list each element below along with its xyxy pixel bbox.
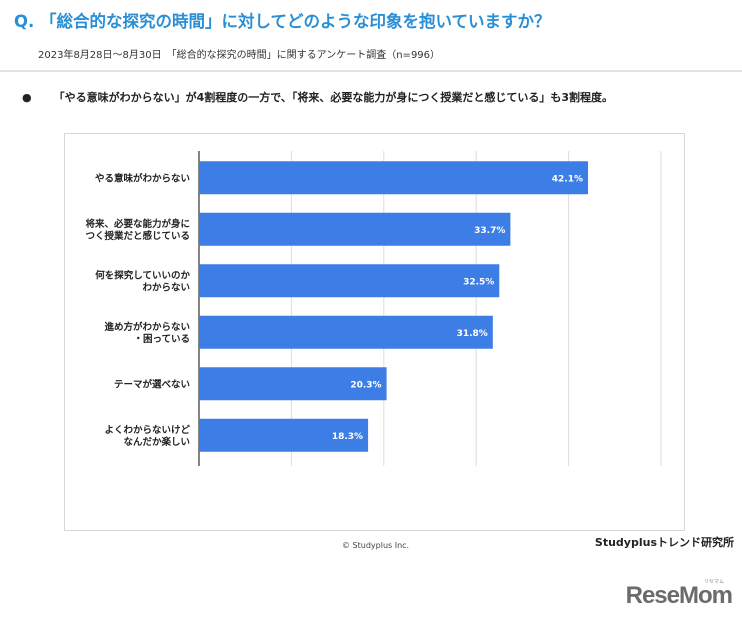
category-label: ・困っている xyxy=(133,334,190,345)
category-label: よくわからないけど xyxy=(104,424,190,436)
bar-value-label: 20.3% xyxy=(350,380,381,390)
category-label: わからない xyxy=(142,282,190,293)
bar-chart: 42.1% やる意味がわからない 33.7% 将来、必要な能力が身につく授業だと感じて… xyxy=(85,151,662,466)
bar xyxy=(199,264,500,298)
category-label: つく授業だと感じている xyxy=(85,230,190,242)
bar xyxy=(199,212,511,246)
summary-text: 「やる意味がわからない」が4割程度の一方で、「将来、必要な能力が身につく授業だと… xyxy=(53,91,613,104)
bar xyxy=(199,418,369,452)
bar-value-label: 32.5% xyxy=(463,277,494,287)
header-divider xyxy=(0,70,742,72)
summary-line: ● 「やる意味がわからない」が4割程度の一方で、「将来、必要な能力が身につく授業だ… xyxy=(22,89,613,105)
category-label: テーマが選べない xyxy=(114,378,190,390)
category-label: 進め方がわからない xyxy=(104,321,190,333)
logo-subtext: リセマム xyxy=(703,579,724,585)
lab-credit: Studyplusトレンド研究所 xyxy=(594,536,734,549)
category-label: やる意味がわからない xyxy=(95,172,190,184)
resemom-logo: ReseMom xyxy=(625,582,733,609)
category-label: なんだか楽しい xyxy=(123,436,190,448)
page-title: Q. 「総合的な探究の時間」に対してどのような印象を抱いていますか？ xyxy=(14,12,551,31)
bar xyxy=(199,315,493,349)
bar-value-label: 18.3% xyxy=(332,432,363,442)
category-label: 将来、必要な能力が身に xyxy=(85,218,190,230)
bar xyxy=(199,367,387,401)
survey-subtitle: 2023年8月28日〜8月30日 「総合的な探究の時間」に関するアンケート調査（… xyxy=(38,50,441,61)
bar-value-label: 42.1% xyxy=(552,174,583,184)
bullet-icon: ● xyxy=(22,91,32,104)
bar-chart-panel: 42.1% やる意味がわからない 33.7% 将来、必要な能力が身に つく授業だと感じて… xyxy=(64,133,685,531)
bar xyxy=(199,161,589,195)
copyright-text: © Studyplus Inc. xyxy=(342,541,410,550)
bar-value-label: 33.7% xyxy=(474,226,505,236)
category-label: 何を探究していいのか xyxy=(95,269,190,281)
bar-value-label: 31.8% xyxy=(457,329,488,339)
